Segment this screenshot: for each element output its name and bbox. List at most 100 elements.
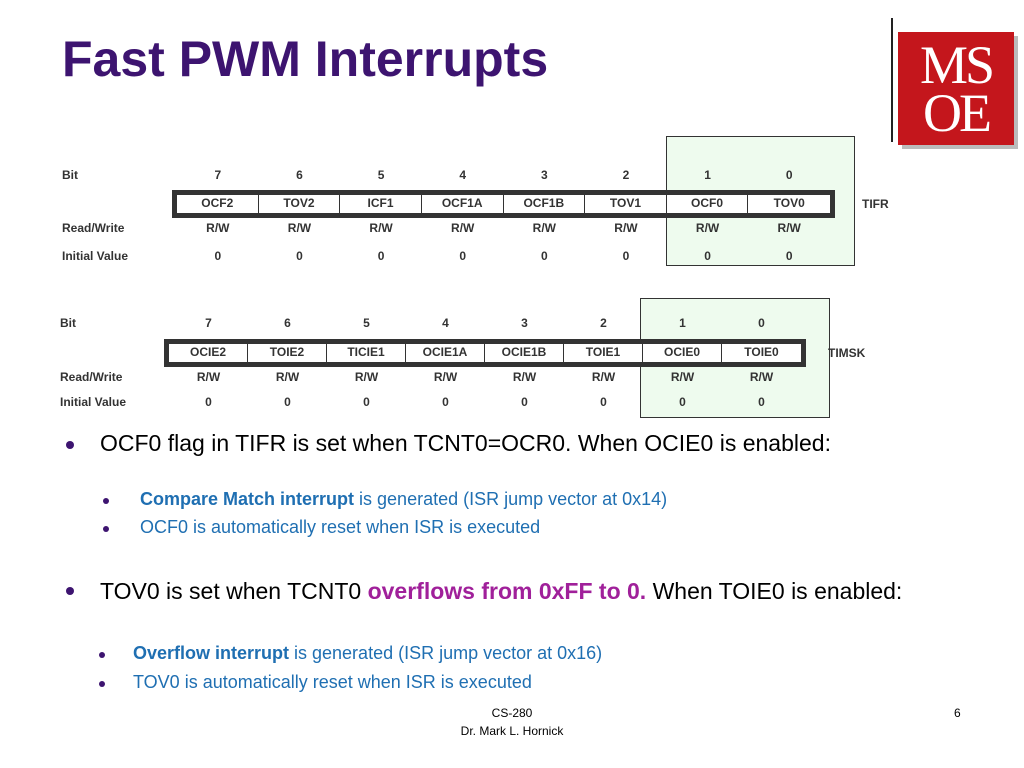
access: R/W [670, 370, 695, 384]
access: R/W [777, 221, 801, 235]
bit-number: 1 [679, 316, 686, 330]
initial-value: 0 [296, 249, 303, 263]
sub-bullet: Overflow interrupt is generated (ISR jum… [133, 643, 602, 664]
bullet-dot [99, 652, 105, 658]
bit-number: 0 [758, 316, 765, 330]
register-box [172, 190, 835, 218]
access: R/W [591, 370, 616, 384]
initial-value: 0 [758, 395, 765, 409]
initial-value: 0 [377, 249, 385, 263]
register-name: TIMSK [828, 346, 866, 360]
access: R/W [275, 370, 300, 384]
bit-number: 7 [214, 168, 222, 182]
access: R/W [433, 370, 458, 384]
logo-text: MS [919, 35, 995, 95]
bit-number: 5 [363, 316, 370, 330]
row-label: Initial Value [62, 249, 129, 263]
field-name: OCIE1A [406, 344, 485, 362]
bit-number: 5 [377, 168, 385, 182]
logo: MS OE [898, 32, 1014, 145]
bit-number: 0 [785, 168, 793, 182]
bit-number: 6 [284, 316, 291, 330]
field-name: OCIE1B [485, 344, 564, 362]
bullet-text: Compare Match interrupt [140, 489, 355, 509]
logo-divider [891, 18, 893, 142]
access: R/W [451, 221, 475, 235]
field-name: TICIE1 [327, 344, 406, 362]
bullet-text: When TOIE0 is enabled: [646, 578, 903, 604]
row-label: Bit [60, 316, 76, 330]
page-number: 6 [954, 706, 961, 720]
bullet-dot [103, 498, 109, 504]
bullet-text: TOV0 is set when TCNT0 [100, 578, 368, 604]
bit-number: 4 [459, 168, 467, 182]
field-name: TOIE1 [564, 344, 643, 362]
field-name: ICF1 [340, 195, 422, 213]
access: R/W [369, 221, 393, 235]
initial-value: 0 [205, 395, 212, 409]
access: R/W [512, 370, 537, 384]
access: R/W [532, 221, 556, 235]
bullet-dot [99, 681, 105, 687]
bit-number: 4 [442, 316, 449, 330]
register-box [164, 339, 806, 367]
field-name: TOIE2 [248, 344, 327, 362]
row-label: Read/Write [60, 370, 123, 384]
bit-number: 1 [704, 168, 711, 182]
initial-value: 0 [442, 395, 449, 409]
bit-number: 7 [205, 316, 212, 330]
sub-bullet: OCF0 is automatically reset when ISR is … [140, 517, 540, 538]
row-label: Read/Write [62, 221, 125, 235]
access: R/W [354, 370, 379, 384]
bullet-dot [66, 587, 74, 595]
field-name: TOV1 [585, 195, 667, 213]
bullet-text: OCF0 flag in TIFR is set when TCNT0=OCR0… [100, 430, 831, 456]
bullet: OCF0 flag in TIFR is set when TCNT0=OCR0… [100, 430, 980, 456]
field-name: TOV2 [259, 195, 341, 213]
initial-value: 0 [521, 395, 528, 409]
logo-text: OE [923, 83, 992, 143]
bit-number: 6 [296, 168, 303, 182]
field-name: OCF1A [422, 195, 504, 213]
bit-number: 2 [622, 168, 630, 182]
initial-value: 0 [214, 249, 222, 263]
footer-course: CS-280 [491, 706, 533, 720]
bullet-text: Overflow interrupt [133, 643, 290, 663]
access: R/W [196, 370, 221, 384]
register-name: TIFR [862, 197, 889, 211]
field-name: OCIE2 [169, 344, 248, 362]
row-label: Bit [62, 168, 78, 182]
access: R/W [749, 370, 774, 384]
footer-author: Dr. Mark L. Hornick [460, 724, 564, 738]
initial-value: 0 [622, 249, 630, 263]
sub-bullet: Compare Match interrupt is generated (IS… [140, 489, 667, 510]
bullet-dot [103, 526, 109, 532]
title: Fast PWM Interrupts [62, 31, 549, 87]
access: R/W [206, 221, 230, 235]
sub-bullet: TOV0 is automatically reset when ISR is … [133, 672, 532, 693]
row-label: Initial Value [60, 395, 127, 409]
initial-value: 0 [679, 395, 686, 409]
access: R/W [287, 221, 312, 235]
bullet-text: TOV0 is automatically reset when ISR is … [133, 672, 532, 692]
field-name: OCF1B [504, 195, 586, 213]
bit-number: 3 [521, 316, 528, 330]
initial-value: 0 [785, 249, 793, 263]
bullet-text: overflows from 0xFF to 0. [367, 578, 647, 604]
bullet-text: is generated (ISR jump vector at 0x16) [289, 643, 603, 663]
bit-number: 3 [540, 168, 548, 182]
field-name: OCF2 [177, 195, 259, 213]
bullet: TOV0 is set when TCNT0 overflows from 0x… [100, 576, 980, 607]
access: R/W [614, 221, 638, 235]
bullet-dot [66, 441, 74, 449]
field-name: OCF0 [667, 195, 749, 213]
initial-value: 0 [284, 395, 291, 409]
initial-value: 0 [704, 249, 711, 263]
initial-value: 0 [540, 249, 548, 263]
access: R/W [695, 221, 720, 235]
initial-value: 0 [600, 395, 607, 409]
field-name: TOIE0 [744, 345, 779, 359]
bullet-text: OCF0 is automatically reset when ISR is … [140, 517, 541, 537]
